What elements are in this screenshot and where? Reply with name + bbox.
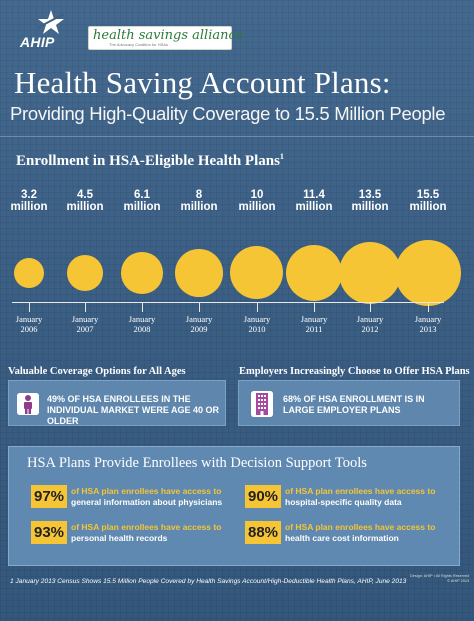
enrollment-bubble bbox=[395, 240, 461, 306]
page-title: Health Saving Account Plans: bbox=[14, 65, 391, 100]
coverage-text: 49% OF HSA ENROLLEES IN THE INDIVIDUAL M… bbox=[47, 394, 220, 426]
enrollment-value: 10 million bbox=[238, 189, 276, 213]
enrollment-bubble bbox=[230, 246, 284, 300]
enrollment-date: January 2011 bbox=[300, 314, 328, 334]
decision-tools-panel: HSA Plans Provide Enrollees with Decisio… bbox=[8, 446, 460, 566]
hsa-logo-text: health savings alliance bbox=[93, 28, 244, 43]
enrollment-bubble bbox=[285, 244, 343, 302]
person-icon bbox=[17, 393, 39, 415]
enrollment-value: 6.1 million bbox=[123, 189, 161, 213]
enrollment-value: 15.5 million bbox=[409, 189, 447, 213]
timeline-line bbox=[12, 302, 444, 303]
stat-text: of HSA plan enrollees have access to hosp… bbox=[285, 486, 436, 507]
stat-text: of HSA plan enrollees have access to heal… bbox=[285, 522, 436, 543]
ahip-logo-text: AHIP bbox=[20, 34, 55, 50]
footnote: 1 January 2013 Census Shows 15.5 Million… bbox=[10, 578, 407, 585]
enrollment-bubble bbox=[339, 242, 401, 304]
enrollment-date: January 2007 bbox=[71, 314, 99, 334]
stat-percent: 88% bbox=[245, 521, 281, 544]
footnote-marker: 1 bbox=[279, 152, 284, 161]
enrollment-value: 3.2 million bbox=[10, 189, 48, 213]
stat-percent: 93% bbox=[31, 521, 67, 544]
ahip-logo: AHIP bbox=[14, 8, 74, 50]
employers-panel: 68% OF HSA ENROLLMENT IS IN LARGE EMPLOY… bbox=[238, 380, 460, 426]
timeline-tick bbox=[370, 302, 371, 312]
timeline-tick bbox=[199, 302, 200, 312]
stat-text: of HSA plan enrollees have access to pers… bbox=[71, 522, 222, 543]
header-divider bbox=[0, 136, 474, 137]
enrollment-value: 11.4 million bbox=[295, 189, 333, 213]
star-icon bbox=[37, 10, 65, 34]
enrollment-date: January 2010 bbox=[243, 314, 271, 334]
copyright: Design: AHIP • All Rights Reserved © AHIP… bbox=[410, 574, 470, 583]
enrollment-heading: Enrollment in HSA-Eligible Health Plans1 bbox=[16, 152, 284, 169]
enrollment-date: January 2006 bbox=[15, 314, 43, 334]
decision-tools-heading: HSA Plans Provide Enrollees with Decisio… bbox=[27, 455, 367, 471]
timeline-tick bbox=[29, 302, 30, 312]
page-subtitle: Providing High-Quality Coverage to 15.5 … bbox=[10, 103, 446, 124]
timeline-tick bbox=[257, 302, 258, 312]
enrollment-bubble bbox=[14, 258, 44, 288]
stat-percent: 97% bbox=[31, 485, 67, 508]
coverage-heading: Valuable Coverage Options for All Ages bbox=[8, 366, 186, 377]
enrollment-value: 13.5 million bbox=[351, 189, 389, 213]
enrollment-bubble bbox=[67, 255, 103, 291]
timeline-tick bbox=[428, 302, 429, 312]
enrollment-date: January 2009 bbox=[185, 314, 213, 334]
employers-heading: Employers Increasingly Choose to Offer H… bbox=[239, 366, 470, 377]
hsa-logo-tagline: The Advocacy Coalition for HSAs bbox=[109, 42, 168, 47]
coverage-panel: 49% OF HSA ENROLLEES IN THE INDIVIDUAL M… bbox=[8, 380, 226, 426]
enrollment-value: 8 million bbox=[180, 189, 218, 213]
enrollment-value: 4.5 million bbox=[66, 189, 104, 213]
stat-text: of HSA plan enrollees have access to gene… bbox=[71, 486, 223, 507]
hsa-logo: health savings alliance The Advocacy Coa… bbox=[88, 26, 243, 50]
enrollment-date: January 2013 bbox=[414, 314, 442, 334]
stat-percent: 90% bbox=[245, 485, 281, 508]
employers-text: 68% OF HSA ENROLLMENT IS IN LARGE EMPLOY… bbox=[283, 394, 425, 415]
timeline-tick bbox=[142, 302, 143, 312]
timeline-tick bbox=[314, 302, 315, 312]
enrollment-date: January 2008 bbox=[128, 314, 156, 334]
enrollment-bubble bbox=[121, 252, 163, 294]
timeline-tick bbox=[85, 302, 86, 312]
building-icon bbox=[251, 391, 273, 417]
enrollment-date: January 2012 bbox=[356, 314, 384, 334]
enrollment-bubble bbox=[175, 249, 223, 297]
